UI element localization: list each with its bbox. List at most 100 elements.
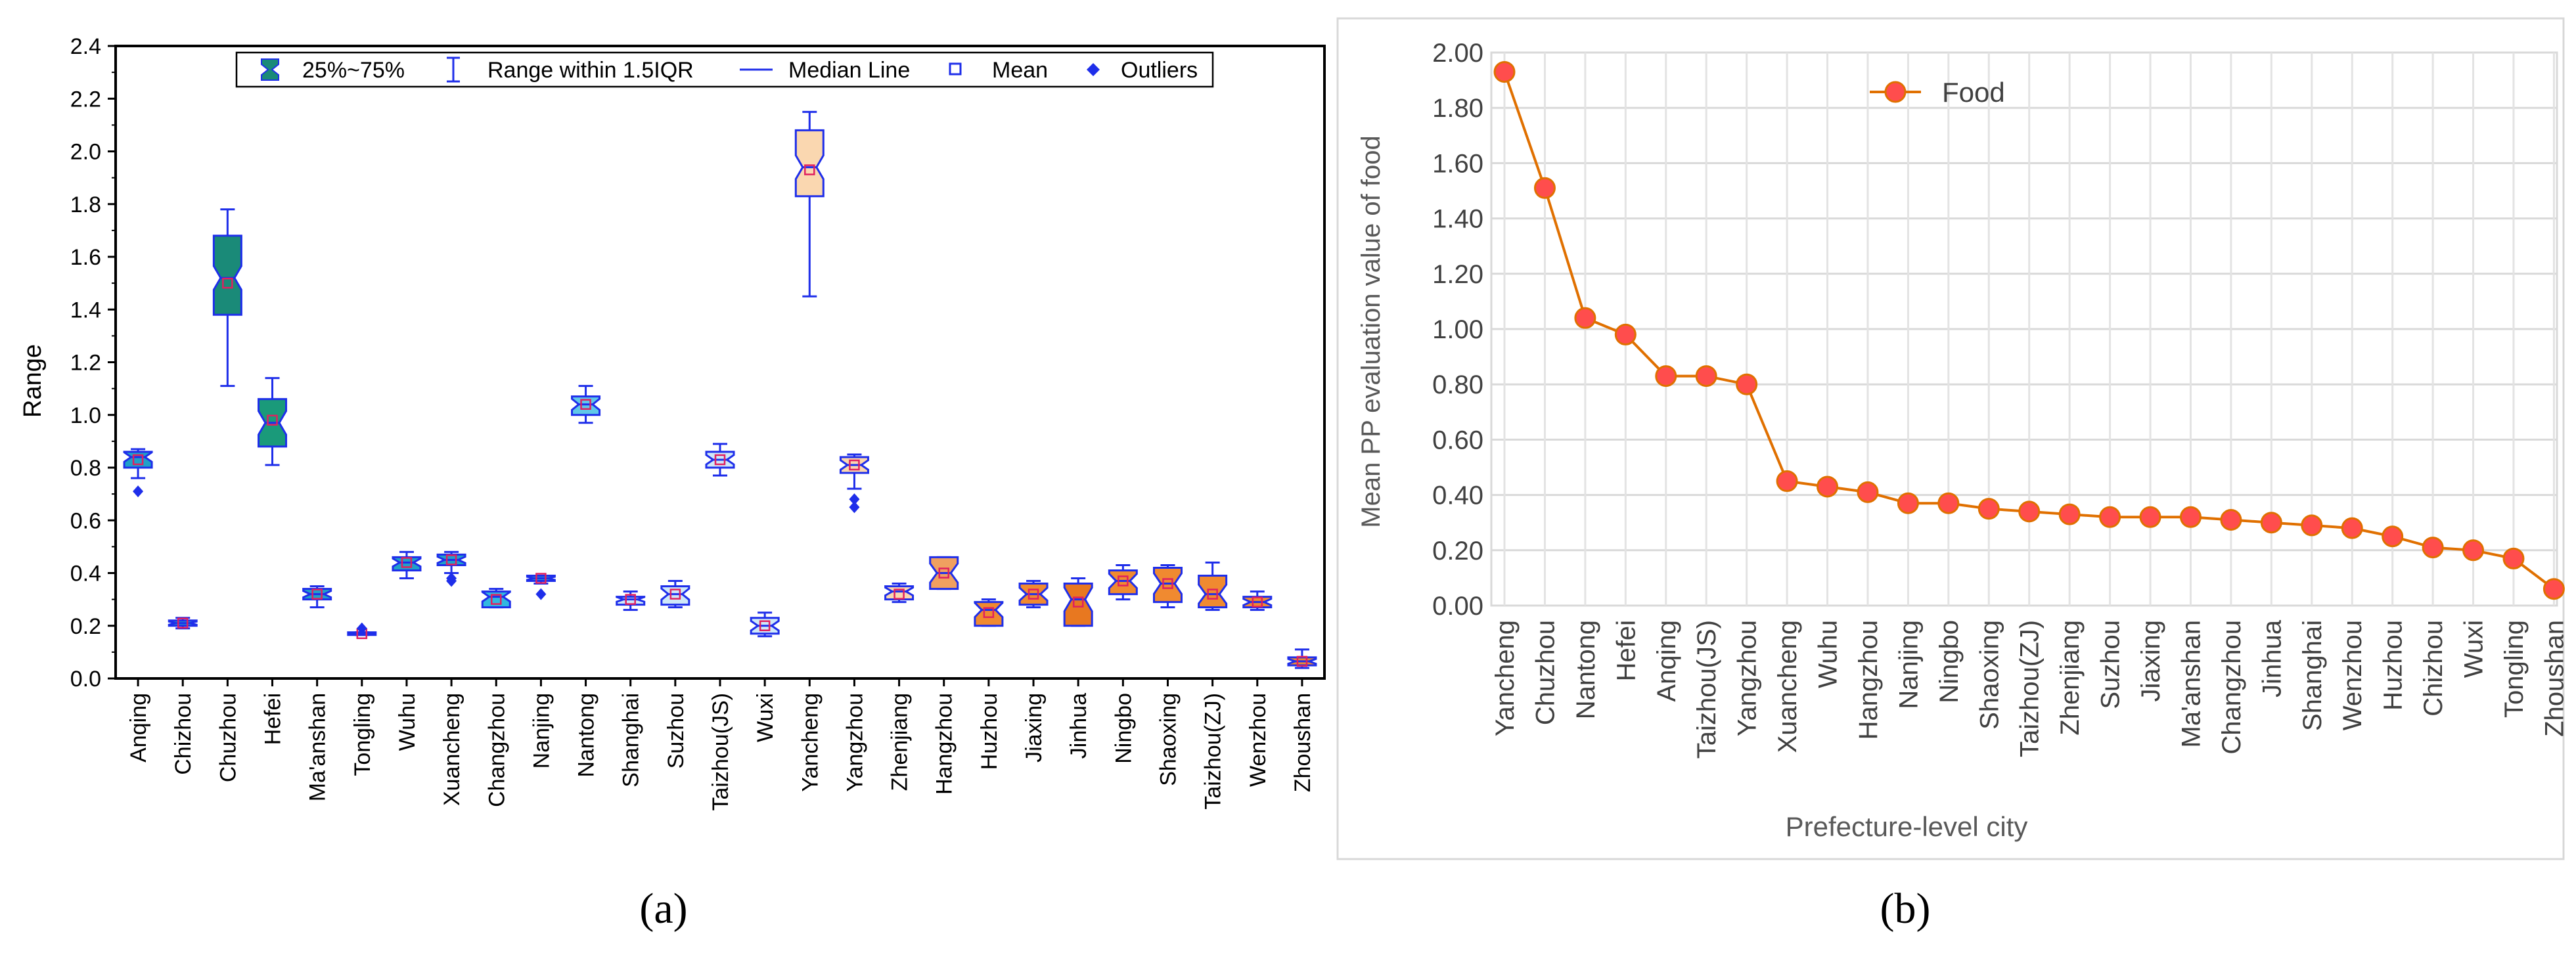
legend-outlier-swatch [1087, 63, 1100, 76]
food-series-point [2260, 512, 2282, 534]
box-iqr [212, 234, 242, 316]
line-chart-x-axis-label: Prefecture-level city [1786, 811, 2028, 842]
food-series-point [1493, 60, 1516, 83]
line-chart-x-tick-label: Suzhou [2096, 620, 2125, 709]
box-plot-y-tick-label: 1.0 [70, 403, 101, 428]
box-plot-x-tick-label: Wuhu [395, 693, 420, 751]
box-plot-box-group [571, 385, 601, 424]
food-series-point [1817, 476, 1839, 498]
line-chart-y-tick-label: 0.20 [1432, 537, 1483, 565]
box-plot-box-group [347, 622, 377, 640]
box-plot-x-tick-label: Shanghai [619, 693, 644, 787]
box-plot-x-tick-label: Anqing [126, 693, 151, 763]
line-chart-x-tick-label: Ningbo [1935, 620, 1964, 703]
box-mean-marker [177, 617, 189, 629]
line-chart-x-tick-label: Taizhou(JS) [1692, 620, 1721, 759]
legend-box-label: 25%~75% [302, 58, 405, 83]
box-plot-box-group [481, 588, 511, 609]
box-plot-y-tick-label: 0.2 [70, 614, 101, 639]
box-plot-x-tick-label: Chizhou [171, 693, 196, 775]
food-series-point [2341, 517, 2363, 539]
food-series-point [1897, 492, 1919, 514]
box-plot-box-group [750, 611, 780, 638]
box-iqr [974, 601, 1004, 627]
box-plot-y-tick-label: 1.2 [70, 351, 101, 376]
food-series-point [2139, 506, 2161, 528]
box-plot-box-group [1063, 577, 1093, 627]
line-chart-y-axis-label: Mean PP evaluation value of food [1357, 135, 1386, 527]
food-series-point [2502, 547, 2525, 569]
box-plot-box-group [884, 583, 915, 604]
line-chart-x-tick-label: Nanjing [1894, 620, 1923, 709]
box-plot-box-group [974, 598, 1004, 627]
box-plot-x-tick-label: Tongling [350, 693, 375, 776]
legend-food-label: Food [1942, 77, 2005, 108]
box-plot-x-tick-label: Wuxi [753, 693, 778, 742]
box-mean-marker [1252, 596, 1263, 608]
box-mean-marker [714, 454, 726, 466]
box-mean-marker [759, 620, 771, 631]
box-iqr [392, 556, 422, 571]
box-iqr [794, 129, 825, 198]
line-chart-x-tick-label: Jinhua [2257, 619, 2286, 698]
food-series-point [2179, 506, 2202, 528]
box-iqr [123, 451, 153, 469]
box-plot-x-tick-label: Shaoxing [1156, 693, 1181, 786]
box-plot-x-tick-label: Xuancheng [440, 693, 464, 806]
line-chart-x-tick-label: Wenzhou [2338, 620, 2367, 730]
box-mean-marker [1118, 575, 1129, 587]
box-plot-x-tick-label: Taizhou(ZJ) [1201, 693, 1226, 810]
food-series-point [2301, 514, 2323, 537]
box-outlier-point [535, 588, 547, 600]
box-mean-marker [491, 594, 502, 605]
food-series-point [1857, 481, 1879, 503]
box-plot-x-tick-label: Hangzhou [932, 693, 957, 795]
food-series-point [1937, 492, 1960, 514]
box-iqr [660, 585, 690, 606]
line-chart-y-tick-label: 1.80 [1432, 94, 1483, 123]
food-series-point [1776, 470, 1798, 493]
line-chart-y-tick-label: 1.00 [1432, 315, 1483, 344]
box-plot-box-group [1152, 564, 1183, 609]
line-chart-y-tick-label: 1.60 [1432, 149, 1483, 178]
line-chart-y-tick-label: 0.40 [1432, 481, 1483, 510]
box-plot-box-group [1287, 648, 1317, 669]
line-chart-legend: Food [1870, 77, 2005, 108]
box-plot-y-tick-label: 1.6 [70, 245, 101, 270]
box-iqr [1152, 566, 1183, 604]
line-chart-y-tick-label: 2.00 [1432, 39, 1483, 68]
box-mean-marker [1296, 655, 1308, 667]
box-plot-x-tick-label: Zhoushan [1290, 693, 1315, 792]
line-chart-y-tick-label: 0.00 [1432, 592, 1483, 621]
box-mean-marker [222, 277, 233, 289]
box-plot-x-tick-label: Jiaxing [1022, 693, 1047, 763]
box-mean-marker [1028, 588, 1039, 600]
line-chart-x-tick-label: Jiaxing [2136, 620, 2165, 702]
box-mean-marker [445, 554, 457, 565]
legend-food-marker [1884, 81, 1907, 103]
line-chart-x-tick-label: Zhoushan [2540, 620, 2569, 737]
food-series-point [2422, 537, 2444, 559]
box-plot-box-group [123, 448, 153, 498]
box-plot-x-tick-label: Huzhou [977, 693, 1002, 770]
box-plot-y-tick-label: 1.8 [70, 192, 101, 217]
box-plot-box-group [392, 550, 422, 580]
box-plot-box-group [1018, 580, 1049, 609]
box-plot-x-tick-label: Ma'anshan [305, 693, 330, 801]
food-series-point [2099, 506, 2121, 528]
line-chart-x-tick-label: Chizhou [2419, 620, 2448, 717]
legend-range-swatch [447, 56, 460, 83]
line-chart-y-tick-label: 1.40 [1432, 205, 1483, 234]
line-chart-y-tick-label: 0.60 [1432, 426, 1483, 454]
line-chart-x-tick-label: Shanghai [2298, 620, 2327, 731]
line-chart-x-tick-label: Hangzhou [1854, 620, 1883, 740]
box-mean-marker [132, 454, 144, 466]
box-mean-marker [849, 459, 860, 471]
box-mean-marker [1072, 596, 1084, 608]
box-plot-box-group [839, 453, 869, 514]
line-chart-x-tick-label: Yangzhou [1733, 620, 1762, 736]
box-plot-box-group [258, 377, 288, 466]
box-plot-x-tick-label: Yancheng [798, 693, 823, 792]
box-plot-x-tick-label: Yangzhou [842, 693, 867, 792]
